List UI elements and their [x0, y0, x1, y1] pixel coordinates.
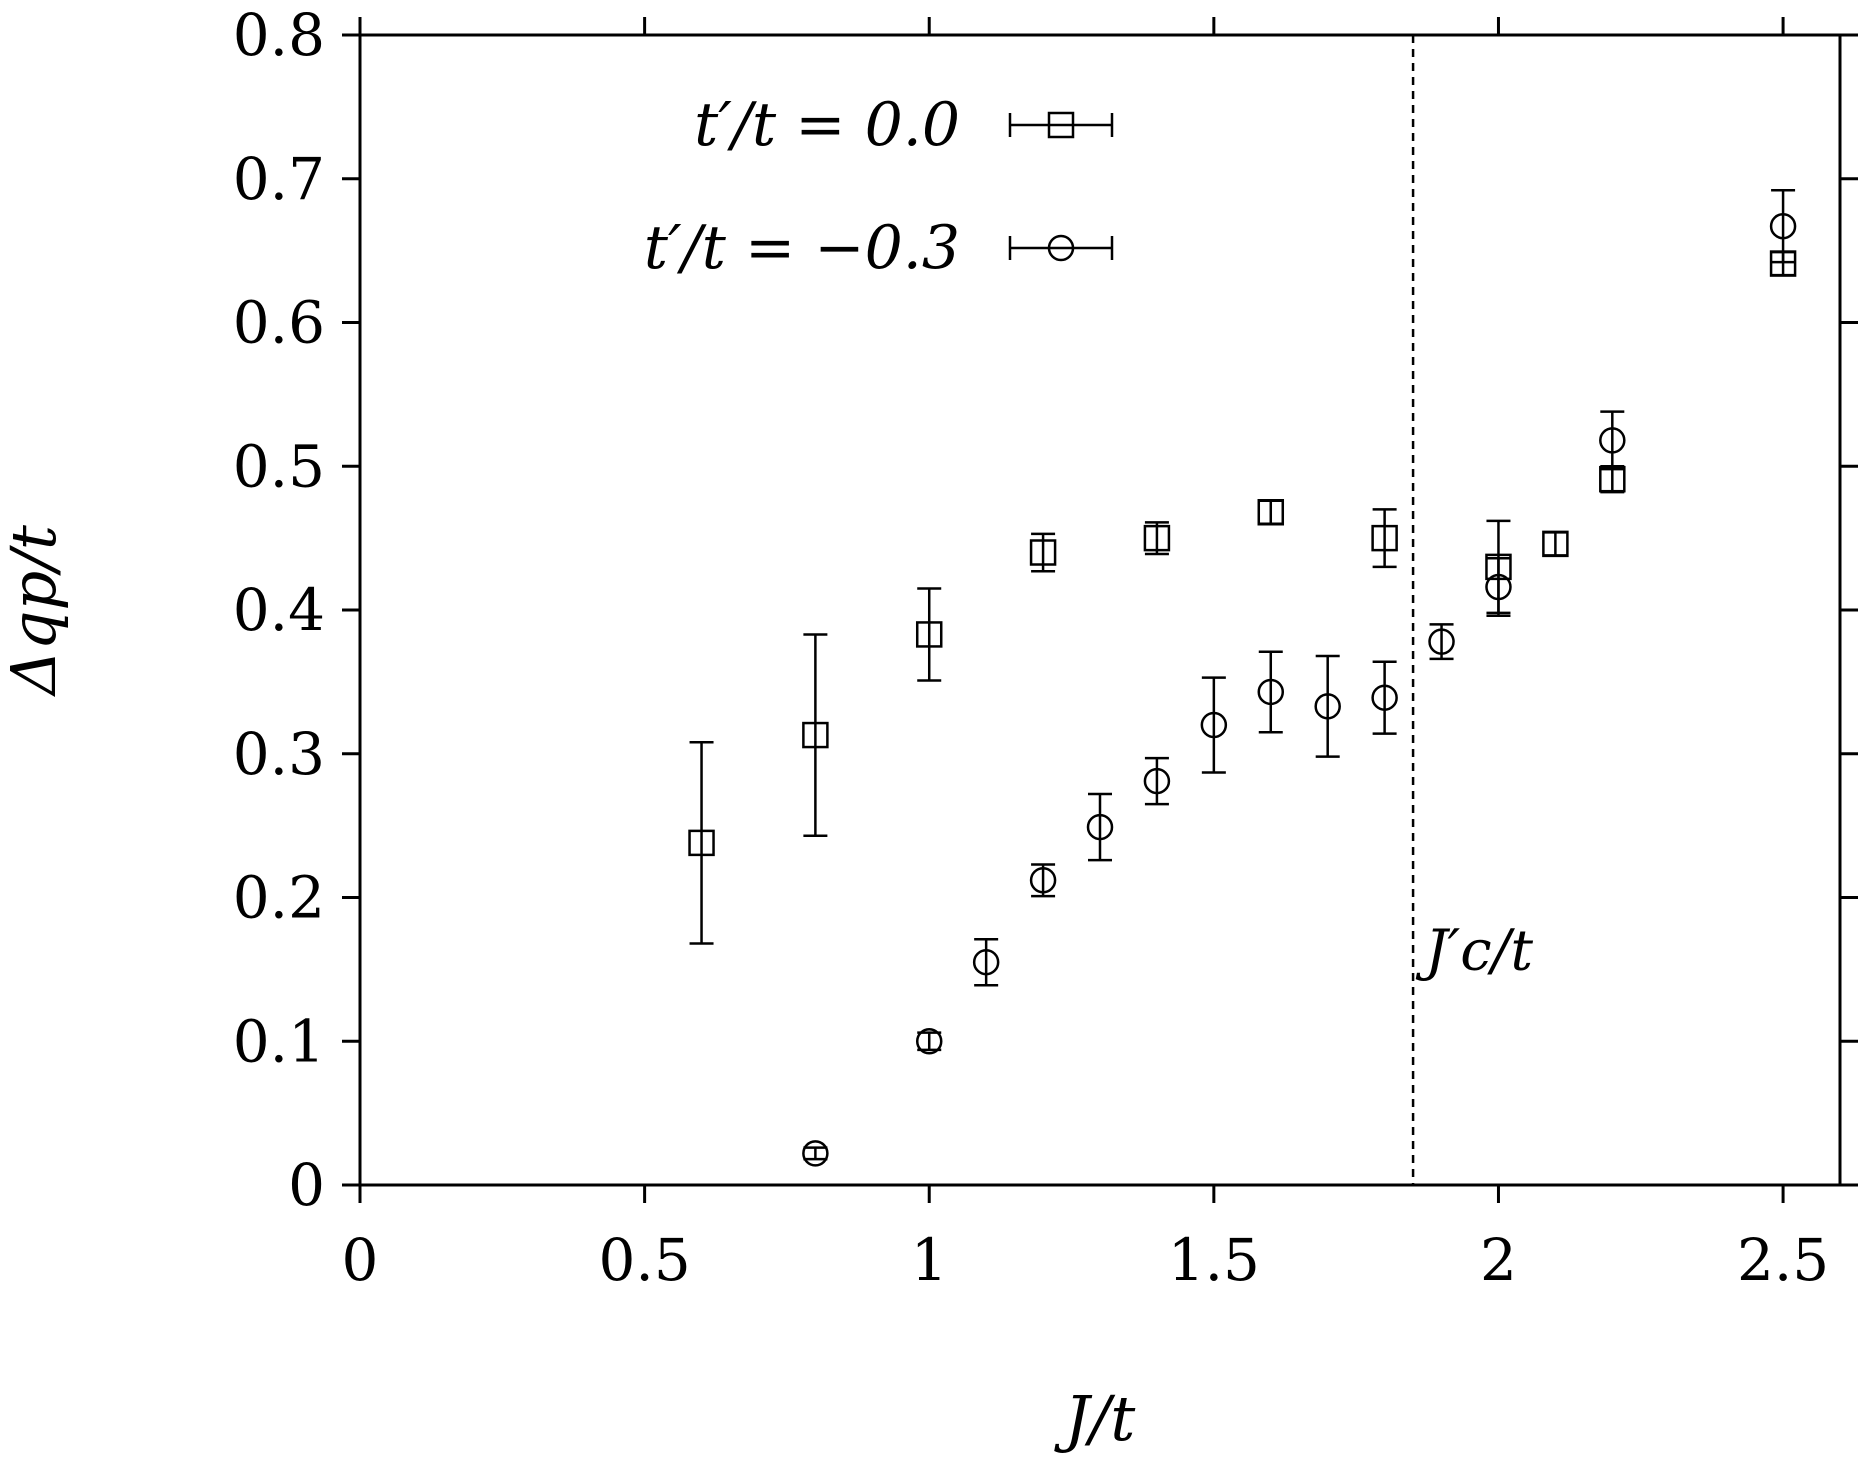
data-point-series-1 — [802, 1140, 829, 1167]
circle-marker — [1428, 628, 1455, 655]
data-point-series-0 — [1029, 532, 1057, 573]
data-point-series-1 — [1314, 654, 1341, 758]
tick-labels-layer: 0 0.5 1 1.5 2 2.5 0 0.1 0.2 0.3 0.4 0.5 0.6 0.7 0.8 — [233, 1, 1829, 1294]
x-tick-label: 1.5 — [1168, 1226, 1260, 1294]
circle-marker — [1086, 813, 1114, 841]
circle-marker — [1314, 693, 1341, 720]
data-point-series-1 — [1143, 756, 1171, 806]
y-tick-label: 0.7 — [233, 145, 325, 213]
data-point-series-0 — [688, 741, 715, 945]
square-marker — [802, 721, 829, 749]
legend-square-marker — [1047, 111, 1075, 139]
square-marker — [1542, 530, 1569, 558]
square-marker — [1029, 539, 1057, 566]
y-tick-label: 0.2 — [233, 864, 325, 932]
circle-marker — [802, 1140, 829, 1167]
circle-marker — [972, 948, 1000, 976]
square-marker — [688, 829, 715, 857]
square-marker — [1143, 524, 1171, 552]
x-tick-label: 1 — [911, 1226, 948, 1294]
legend-circle-marker — [1047, 234, 1075, 262]
plot-frame — [358, 33, 1842, 1187]
data-points-layer — [688, 189, 1797, 1167]
legend-label-series-0: t′/t = 0.0 — [694, 90, 960, 160]
y-tick-label: 0.6 — [233, 289, 325, 357]
data-point-series-1 — [1485, 557, 1512, 617]
legend: t′/t = 0.0 t′/t = −0.3 — [644, 90, 1114, 283]
y-tick-label: 0.5 — [233, 432, 325, 500]
circle-marker — [1029, 867, 1057, 894]
data-point-series-1 — [1029, 863, 1057, 898]
x-tick-label: 2.5 — [1737, 1226, 1829, 1294]
circle-marker — [1769, 212, 1797, 240]
data-point-series-0 — [1257, 499, 1285, 526]
data-point-series-1 — [1428, 623, 1455, 661]
y-tick-label: 0.1 — [233, 1007, 325, 1075]
circle-marker — [1485, 573, 1512, 601]
y-tick-label: 0.8 — [233, 1, 325, 69]
square-marker — [915, 621, 943, 648]
x-axis-title: J/t — [1054, 1382, 1136, 1455]
data-point-series-1 — [1200, 676, 1228, 774]
circle-marker — [1371, 684, 1398, 711]
circle-marker — [1257, 678, 1285, 706]
data-point-series-1 — [1371, 660, 1398, 735]
data-point-series-0 — [1542, 530, 1569, 558]
data-point-series-0 — [1143, 521, 1171, 556]
square-marker — [1371, 524, 1398, 552]
data-point-series-1 — [915, 1028, 943, 1055]
ticks-layer — [342, 17, 1858, 1203]
legend-label-series-1: t′/t = −0.3 — [644, 213, 960, 283]
y-axis-title: Δqp/t — [0, 525, 70, 697]
data-point-series-1 — [1769, 189, 1797, 264]
data-point-series-0 — [915, 587, 943, 682]
data-point-series-1 — [1086, 792, 1114, 862]
data-point-series-1 — [972, 937, 1000, 987]
circle-marker — [1143, 767, 1171, 795]
circle-marker — [1599, 427, 1626, 454]
data-point-series-1 — [1257, 650, 1285, 734]
legend-sample-series-1 — [1008, 234, 1114, 262]
circle-marker — [915, 1028, 943, 1055]
y-tick-label: 0.4 — [233, 576, 325, 644]
data-point-series-0 — [802, 633, 829, 837]
square-marker — [1257, 499, 1285, 526]
y-tick-label: 0.3 — [233, 720, 325, 788]
y-tick-label: 0 — [288, 1151, 325, 1219]
legend-sample-series-0 — [1008, 111, 1114, 139]
data-point-series-1 — [1599, 410, 1626, 471]
data-point-series-0 — [1371, 508, 1398, 569]
circle-marker — [1200, 711, 1228, 739]
critical-line-label: J′c/t — [1415, 918, 1533, 983]
x-tick-label: 0.5 — [598, 1226, 690, 1294]
x-tick-label: 0 — [342, 1226, 379, 1294]
x-tick-label: 2 — [1480, 1226, 1517, 1294]
